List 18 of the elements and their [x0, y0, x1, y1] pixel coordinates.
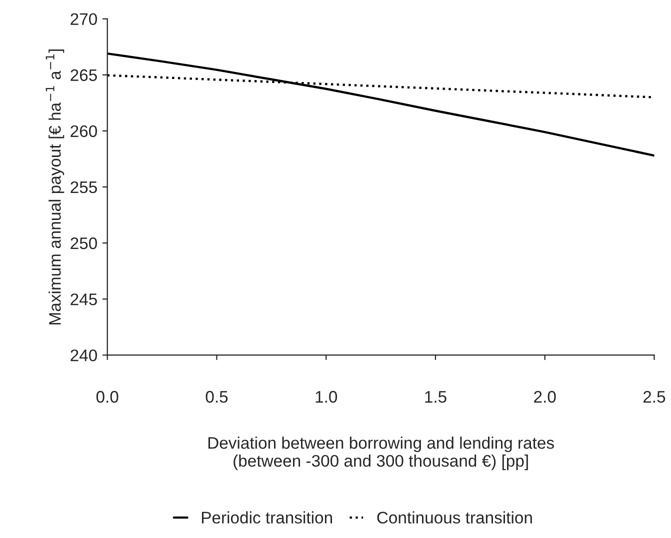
y-tick-label: 250: [70, 237, 97, 250]
y-tick-label: 265: [70, 69, 97, 82]
y-tick-label: 240: [70, 349, 97, 362]
x-tick-label: 1.0: [316, 390, 338, 403]
x-tick-label: 1.5: [425, 391, 446, 403]
x-tick-label: 0.5: [206, 390, 228, 403]
x-tick-label: 0.0: [96, 390, 118, 403]
y-tick-label: 260: [70, 125, 97, 138]
y-tick-label: 245: [70, 293, 97, 306]
y-tick-label: 255: [70, 181, 97, 194]
x-tick-label: 2.5: [643, 390, 666, 403]
y-tick-label: 270: [70, 13, 97, 26]
y-axis-title: Maximum annual payout [€ ha$^{−1}$ a$^{−1}$]: [46, 49, 64, 324]
x-tick-label: 2.0: [534, 390, 556, 403]
legend-label: Continuous transition: [377, 511, 532, 524]
legend-label: Periodic transition: [202, 511, 332, 524]
x-axis-title: Deviation between borrowing and lending rates (between -300 and 300 thousand €) [pp]: [208, 436, 554, 470]
line-series: [107, 52, 654, 157]
